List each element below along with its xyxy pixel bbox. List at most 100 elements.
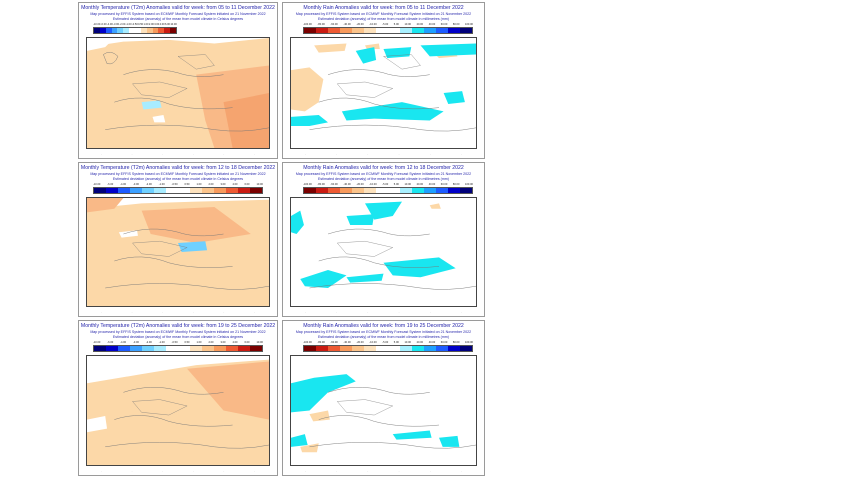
legend-tick-label: 2.00 bbox=[148, 23, 154, 26]
legend-color-swatch bbox=[123, 28, 130, 33]
anomaly-map bbox=[86, 355, 270, 466]
legend-color-swatch bbox=[99, 28, 106, 33]
legend-tick-label: -3.00 bbox=[133, 341, 139, 344]
legend-color-swatch bbox=[166, 346, 178, 351]
legend-color-swatch bbox=[106, 346, 118, 351]
legend-tick-label: -5.00 bbox=[382, 183, 389, 186]
legend-color-swatch bbox=[316, 346, 328, 351]
legend-color-swatch bbox=[352, 188, 364, 193]
legend-color-swatch bbox=[352, 28, 364, 33]
map-title: Monthly Rain Anomalies valid for week: f… bbox=[303, 165, 464, 171]
legend-color-swatch bbox=[436, 28, 448, 33]
legend-color-swatch bbox=[328, 28, 340, 33]
legend-tick-label: -1.00 bbox=[158, 183, 165, 186]
legend-tick-label: -60.00 bbox=[330, 23, 338, 26]
legend-color-swatch bbox=[94, 28, 100, 33]
legend-tick-label: 40.00 bbox=[428, 183, 436, 186]
map-note: Estimated deviation (anomaly) of the mea… bbox=[317, 17, 449, 21]
legend-tick-label: 4.00 bbox=[159, 23, 165, 26]
legend-color-swatch bbox=[94, 188, 106, 193]
legend-tick-label: -40.00 bbox=[343, 341, 351, 344]
legend-tick-label: 10.00 bbox=[404, 341, 411, 344]
legend-tick-label: -0.50 bbox=[171, 183, 178, 186]
legend-tick-label: 40.00 bbox=[428, 23, 436, 26]
legend-tick-label: 60.00 bbox=[440, 23, 448, 26]
legend-tick-label: -4.00 bbox=[120, 341, 127, 344]
legend-color-swatch bbox=[364, 188, 376, 193]
legend-tick-label: 1.00 bbox=[143, 23, 149, 26]
legend-tick-label: -2.00 bbox=[145, 183, 152, 186]
legend-ticks: -100.00 -80.00 -60.00 -40.00 -20.00 -10.00 -5.… bbox=[303, 183, 473, 187]
legend-tick-label: 80.00 bbox=[452, 183, 460, 186]
legend-color-swatch bbox=[424, 188, 436, 193]
legend-tick-label: 2.00 bbox=[208, 183, 214, 186]
anomaly-map bbox=[86, 197, 270, 307]
legend-color-swatch bbox=[105, 28, 112, 33]
legend-tick-label: -6.00 bbox=[107, 183, 114, 186]
legend-tick-label: 20.00 bbox=[416, 23, 424, 26]
longitude-labels: · · · · · · bbox=[100, 470, 255, 473]
legend-tick-label: 4.00 bbox=[232, 341, 238, 344]
legend-color-swatch bbox=[340, 346, 352, 351]
legend-tick-label: -10.00 bbox=[93, 183, 101, 186]
legend-tick-label: 2.00 bbox=[208, 341, 214, 344]
legend-color-swatch bbox=[388, 28, 400, 33]
legend-color-swatch bbox=[388, 188, 400, 193]
longitude-labels: · · · · · · bbox=[305, 470, 462, 473]
legend-ticks: -10.00 -6.00 -4.00 -3.00 -2.00 -1.00 -0.50 0.50… bbox=[93, 183, 263, 187]
legend-tick-label: 10.00 bbox=[256, 183, 263, 186]
legend-tick-label: -100.00 bbox=[303, 23, 312, 26]
legend-colorbar bbox=[303, 187, 473, 194]
map-title: Monthly Rain Anomalies valid for week: f… bbox=[303, 323, 464, 329]
legend-color-swatch bbox=[304, 346, 316, 351]
legend-tick-label: 1.00 bbox=[196, 183, 202, 186]
rain-anomaly-map-svg bbox=[291, 356, 476, 465]
legend-tick-label: -4.00 bbox=[120, 183, 127, 186]
map-note: Estimated deviation (anomaly) of the mea… bbox=[112, 17, 244, 21]
rain-anomaly-map-svg bbox=[291, 198, 476, 306]
legend-tick-label: -40.00 bbox=[343, 23, 351, 26]
legend-color-swatch bbox=[142, 188, 154, 193]
legend-color-swatch bbox=[158, 28, 165, 33]
legend-tick-label: -0.50 bbox=[171, 341, 178, 344]
legend-tick-label: 80.00 bbox=[452, 341, 460, 344]
map-title: Monthly Temperature (T2m) Anomalies vali… bbox=[81, 5, 275, 11]
legend-color-swatch bbox=[166, 188, 178, 193]
rain-anomaly-map-svg bbox=[291, 38, 476, 148]
legend-color-swatch bbox=[412, 28, 424, 33]
legend-color-swatch bbox=[146, 28, 153, 33]
legend-color-swatch bbox=[142, 346, 154, 351]
legend-tick-label: 5.00 bbox=[393, 23, 399, 26]
map-subtitle: Map processed by EFFIS System based on E… bbox=[295, 172, 472, 176]
legend-tick-label: -2.00 bbox=[119, 23, 126, 26]
temp-map-panel-week2: Monthly Temperature (T2m) Anomalies vali… bbox=[78, 162, 278, 317]
legend-tick-label: -10.00 bbox=[93, 341, 101, 344]
legend-tick-label: 6.00 bbox=[244, 183, 250, 186]
temp-anomaly-map-svg bbox=[87, 198, 269, 306]
legend-tick-label: 5.00 bbox=[393, 341, 399, 344]
legend-color-swatch bbox=[352, 346, 364, 351]
longitude-labels: · · · · · · bbox=[100, 311, 255, 314]
temp-map-panel-week1: Monthly Temperature (T2m) Anomalies vali… bbox=[78, 2, 278, 159]
legend-tick-label: -40.00 bbox=[343, 183, 351, 186]
legend-tick-label: -20.00 bbox=[356, 341, 364, 344]
legend-tick-label: 20.00 bbox=[416, 183, 424, 186]
legend-color-swatch bbox=[117, 28, 124, 33]
legend-tick-label: 10.00 bbox=[170, 23, 177, 26]
legend-tick-label: 40.00 bbox=[428, 341, 436, 344]
legend-color-swatch bbox=[412, 188, 424, 193]
legend-color-swatch bbox=[460, 28, 472, 33]
legend-color-swatch bbox=[328, 188, 340, 193]
legend-color-swatch bbox=[436, 188, 448, 193]
map-title: Monthly Temperature (T2m) Anomalies vali… bbox=[80, 323, 276, 329]
legend-color-swatch bbox=[202, 346, 214, 351]
color-legend: -10.00 -6.00 -4.00 -3.00 -2.00 -1.00 -0.50 0.50… bbox=[93, 341, 263, 352]
legend-color-swatch bbox=[140, 28, 147, 33]
legend-color-swatch bbox=[178, 346, 190, 351]
legend-tick-label: 0.50 bbox=[184, 183, 190, 186]
legend-tick-label: 1.00 bbox=[196, 341, 202, 344]
map-subtitle: Map processed by EFFIS System based on E… bbox=[295, 12, 472, 16]
legend-color-swatch bbox=[226, 188, 238, 193]
legend-color-swatch bbox=[178, 188, 190, 193]
legend-tick-label: 0.50 bbox=[184, 341, 190, 344]
